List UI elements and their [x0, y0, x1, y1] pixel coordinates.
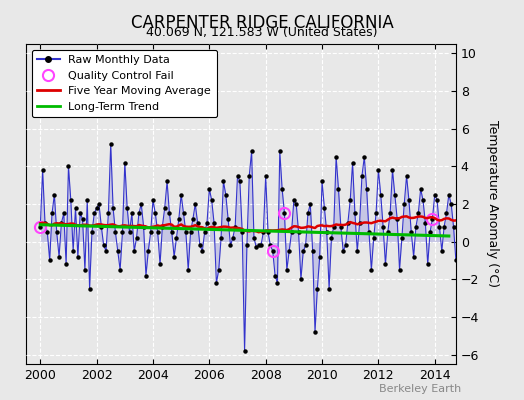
Y-axis label: Temperature Anomaly (°C): Temperature Anomaly (°C)	[486, 120, 498, 288]
Text: 40.069 N, 121.583 W (United States): 40.069 N, 121.583 W (United States)	[146, 26, 378, 39]
Text: Berkeley Earth: Berkeley Earth	[379, 384, 461, 394]
Legend: Raw Monthly Data, Quality Control Fail, Five Year Moving Average, Long-Term Tren: Raw Monthly Data, Quality Control Fail, …	[32, 50, 217, 117]
Text: CARPENTER RIDGE CALIFORNIA: CARPENTER RIDGE CALIFORNIA	[130, 14, 394, 32]
